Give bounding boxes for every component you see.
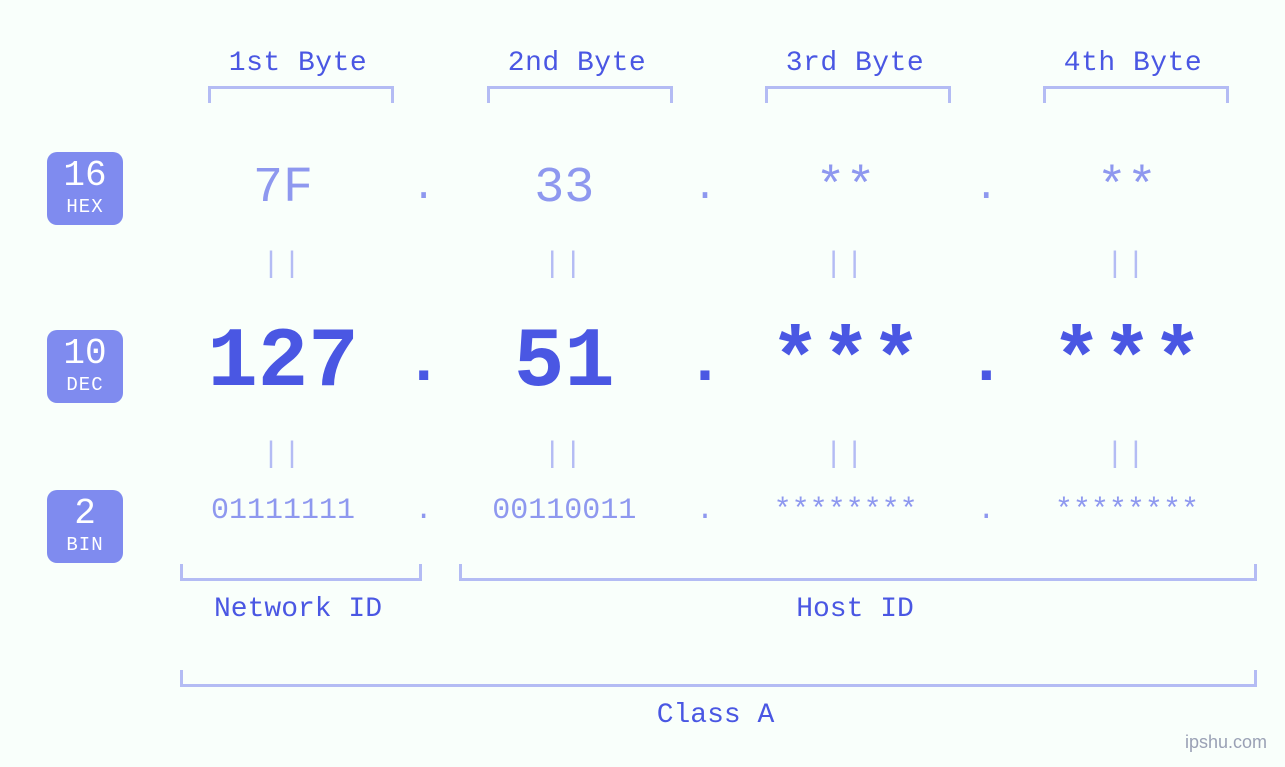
byte-bracket-top-1: [208, 86, 394, 103]
base-badge-bin: 2 BIN: [47, 490, 123, 563]
hex-row-byte-2: 33: [446, 160, 682, 217]
hex-row-byte-4: **: [1009, 160, 1245, 217]
dec-row-byte-4: ***: [1009, 316, 1245, 411]
eq-row-1-1: ||: [165, 248, 401, 282]
hex-row-sep-3: .: [966, 166, 1006, 211]
base-badge-txt: BIN: [47, 536, 123, 555]
dec-row-sep-3: .: [966, 328, 1006, 400]
base-badge-dec: 10 DEC: [47, 330, 123, 403]
bin-row-byte-2: 00110011: [446, 494, 682, 528]
eq-row-2-3: ||: [728, 438, 964, 472]
bin-row-byte-1: 01111111: [165, 494, 401, 528]
host-id-bracket: [459, 564, 1257, 581]
dec-row-sep-2: .: [685, 328, 725, 400]
network-id-bracket: [180, 564, 422, 581]
byte-label-1: 1st Byte: [198, 48, 398, 79]
hex-row-sep-2: .: [685, 166, 725, 211]
bin-row-byte-4: ********: [1009, 494, 1245, 528]
hex-row-byte-3: **: [728, 160, 964, 217]
class-bracket: [180, 670, 1257, 687]
bin-row-sep-1: .: [404, 494, 444, 528]
base-badge-hex: 16 HEX: [47, 152, 123, 225]
byte-bracket-top-4: [1043, 86, 1229, 103]
dec-row-byte-2: 51: [446, 316, 682, 411]
eq-row-1: || || || ||: [165, 248, 1245, 282]
byte-label-4: 4th Byte: [1033, 48, 1233, 79]
byte-label-3: 3rd Byte: [755, 48, 955, 79]
eq-row-1-4: ||: [1009, 248, 1245, 282]
base-badge-num: 10: [47, 336, 123, 372]
dec-row: 127.51.***.***: [165, 316, 1245, 411]
hex-row-sep-1: .: [404, 166, 444, 211]
eq-row-1-2: ||: [446, 248, 682, 282]
eq-row-2: || || || ||: [165, 438, 1245, 472]
base-badge-txt: HEX: [47, 198, 123, 217]
base-badge-num: 16: [47, 158, 123, 194]
byte-bracket-top-2: [487, 86, 673, 103]
byte-label-2: 2nd Byte: [477, 48, 677, 79]
watermark: ipshu.com: [1185, 732, 1267, 753]
eq-row-1-3: ||: [728, 248, 964, 282]
bin-row: 01111111.00110011.********.********: [165, 494, 1245, 528]
hex-row: 7F.33.**.**: [165, 160, 1245, 217]
hex-row-byte-1: 7F: [165, 160, 401, 217]
dec-row-byte-3: ***: [728, 316, 964, 411]
base-badge-txt: DEC: [47, 376, 123, 395]
bin-row-sep-2: .: [685, 494, 725, 528]
base-badge-num: 2: [47, 496, 123, 532]
bin-row-sep-3: .: [966, 494, 1006, 528]
byte-bracket-top-3: [765, 86, 951, 103]
host-id-label: Host ID: [705, 594, 1005, 625]
dec-row-sep-1: .: [404, 328, 444, 400]
eq-row-2-1: ||: [165, 438, 401, 472]
eq-row-2-4: ||: [1009, 438, 1245, 472]
class-label: Class A: [566, 700, 866, 731]
ip-diagram: 1st Byte 2nd Byte 3rd Byte 4th Byte 16 HEX 10 D…: [0, 0, 1285, 767]
eq-row-2-2: ||: [446, 438, 682, 472]
bin-row-byte-3: ********: [728, 494, 964, 528]
network-id-label: Network ID: [148, 594, 448, 625]
dec-row-byte-1: 127: [165, 316, 401, 411]
